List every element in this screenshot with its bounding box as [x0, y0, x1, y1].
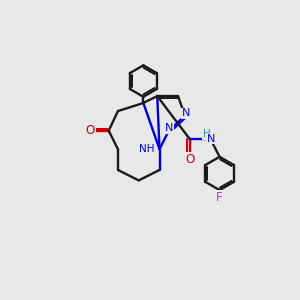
Text: O: O [85, 124, 95, 137]
Text: N: N [207, 134, 216, 144]
Text: O: O [185, 153, 194, 166]
Text: NH: NH [139, 144, 154, 154]
Text: N: N [182, 108, 190, 118]
Text: N: N [165, 123, 173, 134]
Text: H: H [203, 129, 211, 139]
Text: F: F [216, 190, 223, 203]
